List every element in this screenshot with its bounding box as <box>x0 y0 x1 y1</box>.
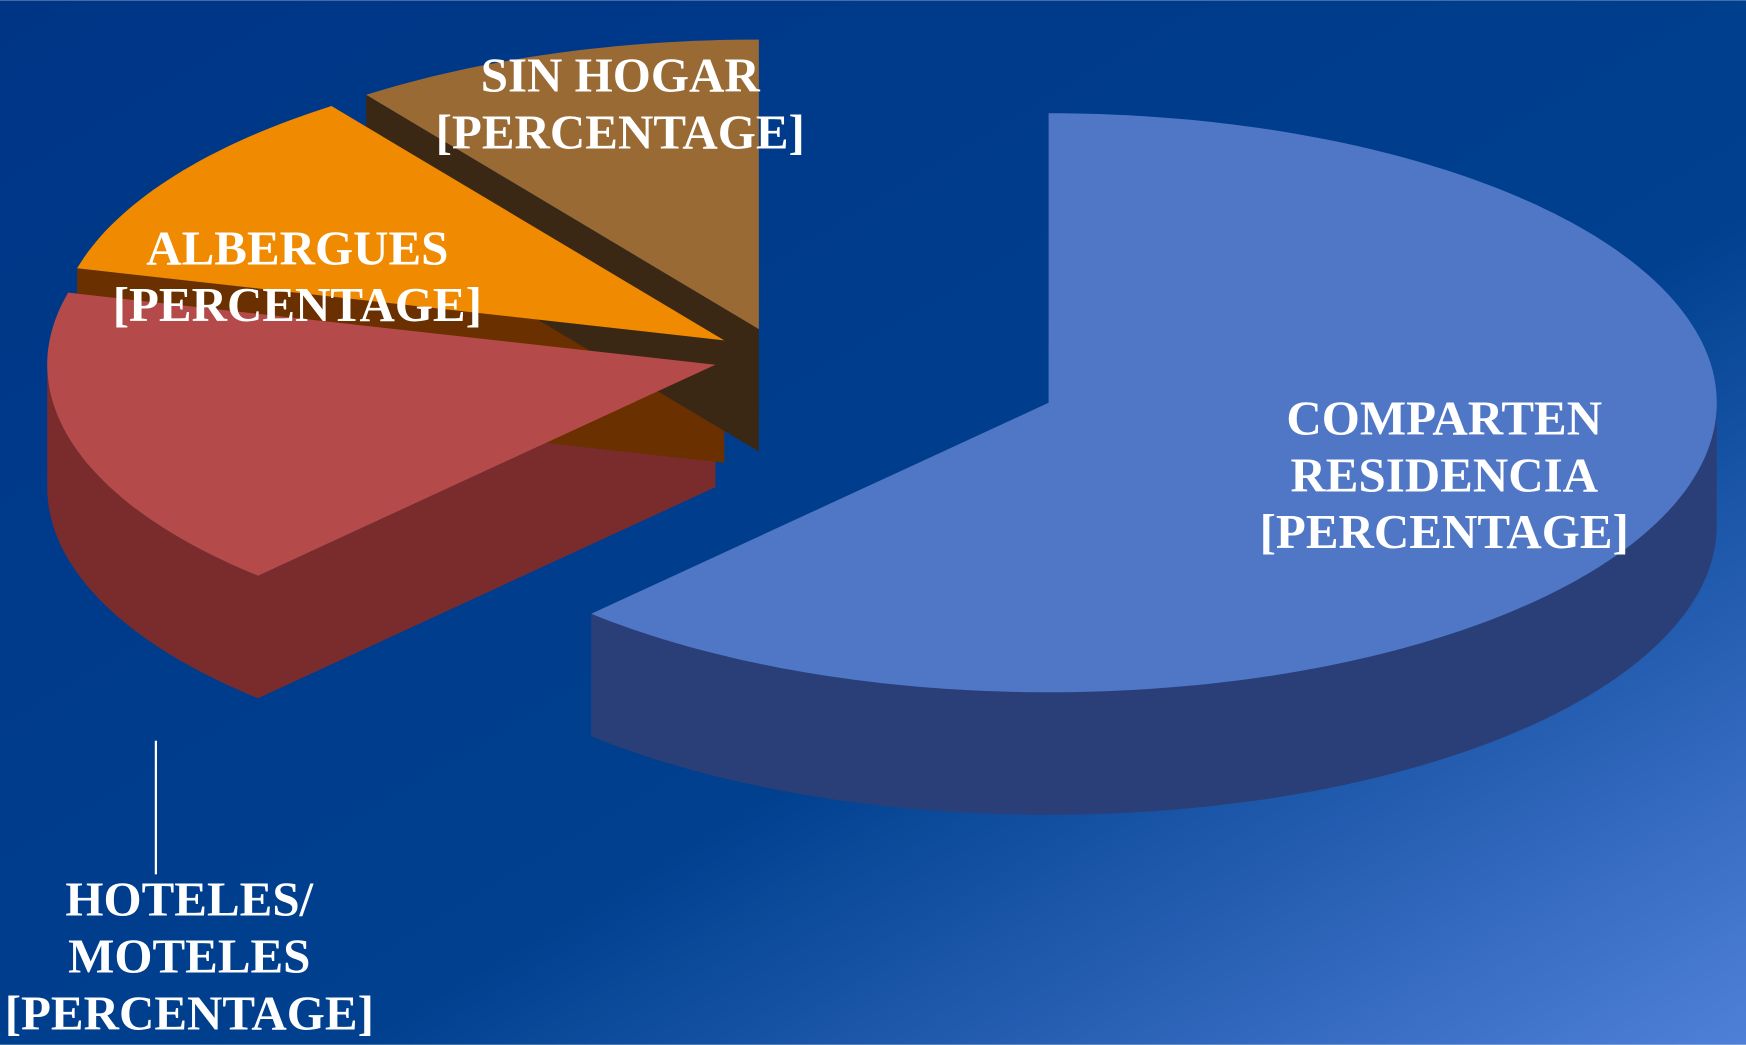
value-label: [PERCENTAGE] <box>5 985 374 1040</box>
slice <box>591 113 1717 693</box>
slice <box>366 39 759 330</box>
value-label: [PERCENTAGE] <box>436 104 805 159</box>
value-label: [PERCENTAGE] <box>1260 504 1629 559</box>
layer <box>47 39 1717 693</box>
slice-wall <box>591 402 1717 815</box>
slice-label: SIN HOGAR <box>481 48 761 103</box>
value-label: [PERCENTAGE] <box>113 277 482 332</box>
slice-label: MOTELES <box>68 928 310 983</box>
slice-label: COMPARTEN <box>1286 391 1602 446</box>
slice-label: RESIDENCIA <box>1290 447 1598 502</box>
slice-label: ALBERGUES <box>146 220 448 275</box>
slice-label: HOTELES/ <box>65 872 314 927</box>
slice-wall <box>47 364 259 699</box>
layer: COMPARTENRESIDENCIA[PERCENTAGE]HOTELES/M… <box>5 48 1629 1041</box>
slice <box>77 106 725 341</box>
slice <box>47 292 716 576</box>
